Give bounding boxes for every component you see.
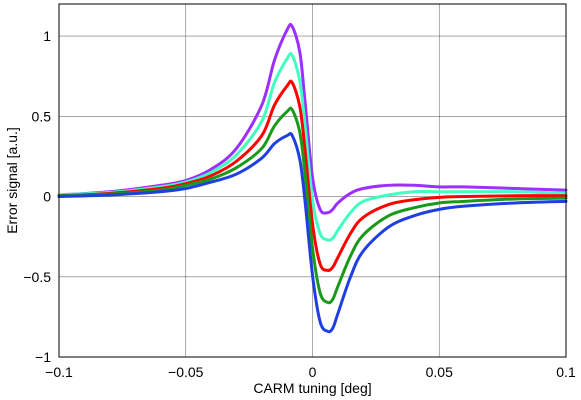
x-axis: −0.1 −0.05 0 0.05 0.1 bbox=[45, 364, 576, 380]
x-tick-label: 0.1 bbox=[556, 364, 576, 380]
y-axis-label: Error signal [a.u.] bbox=[4, 127, 20, 234]
y-axis: −1 −0.5 0 0.5 1 bbox=[23, 28, 51, 365]
series-line-3 bbox=[57, 79, 568, 272]
y-tick-label: 1 bbox=[43, 28, 51, 44]
x-tick-label: 0.05 bbox=[426, 364, 453, 380]
plot-frame bbox=[58, 3, 567, 358]
series-line-1 bbox=[57, 22, 568, 215]
series-line-5 bbox=[57, 131, 568, 334]
x-axis-label: CARM tuning [deg] bbox=[253, 380, 371, 396]
series-group bbox=[57, 22, 568, 334]
series-line-2 bbox=[57, 52, 568, 242]
y-tick-label: 0 bbox=[43, 189, 51, 205]
series-line-4 bbox=[57, 106, 568, 305]
x-tick-label: 0 bbox=[309, 364, 317, 380]
x-tick-label: −0.05 bbox=[168, 364, 204, 380]
x-tick-label: −0.1 bbox=[45, 364, 73, 380]
y-tick-label: −1 bbox=[35, 349, 51, 365]
y-tick-label: −0.5 bbox=[23, 269, 51, 285]
y-tick-label: 0.5 bbox=[32, 108, 52, 124]
